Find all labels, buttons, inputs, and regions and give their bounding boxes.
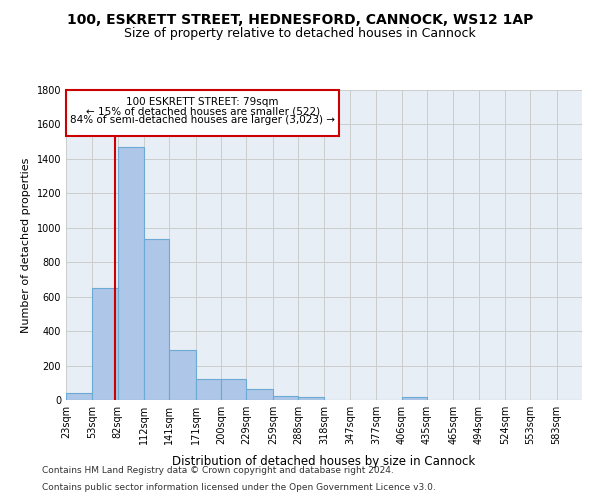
X-axis label: Distribution of detached houses by size in Cannock: Distribution of detached houses by size …	[172, 456, 476, 468]
Bar	[247, 389, 273, 400]
Text: 100, ESKRETT STREET, HEDNESFORD, CANNOCK, WS12 1AP: 100, ESKRETT STREET, HEDNESFORD, CANNOCK…	[67, 12, 533, 26]
Text: Contains public sector information licensed under the Open Government Licence v3: Contains public sector information licen…	[42, 484, 436, 492]
Text: ← 15% of detached houses are smaller (522): ← 15% of detached houses are smaller (52…	[86, 106, 320, 117]
Bar	[144, 239, 169, 400]
Bar	[92, 288, 118, 400]
Bar	[401, 398, 427, 400]
Bar	[169, 350, 196, 400]
Text: Size of property relative to detached houses in Cannock: Size of property relative to detached ho…	[124, 28, 476, 40]
Text: 84% of semi-detached houses are larger (3,023) →: 84% of semi-detached houses are larger (…	[70, 116, 335, 126]
Bar	[273, 396, 298, 400]
Bar	[66, 393, 92, 400]
Bar	[221, 380, 247, 400]
Text: Contains HM Land Registry data © Crown copyright and database right 2024.: Contains HM Land Registry data © Crown c…	[42, 466, 394, 475]
Y-axis label: Number of detached properties: Number of detached properties	[21, 158, 31, 332]
Bar	[66, 90, 340, 136]
Bar	[196, 380, 221, 400]
Text: 100 ESKRETT STREET: 79sqm: 100 ESKRETT STREET: 79sqm	[127, 97, 279, 107]
Bar	[298, 396, 325, 400]
Bar	[118, 147, 144, 400]
